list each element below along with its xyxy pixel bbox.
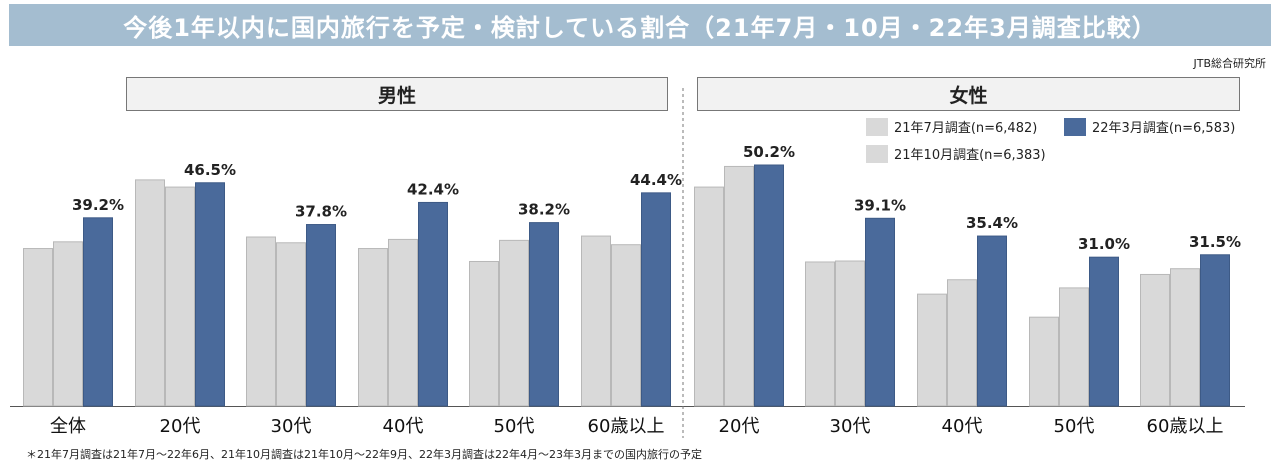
bar-jul21-0	[23, 248, 53, 407]
bar-mar22-2	[306, 224, 336, 407]
bar-mar22-9	[1089, 256, 1119, 407]
legend-item-mar22: 22年3月調査(n=6,583)	[1064, 117, 1235, 136]
category-label-1: 20代	[160, 416, 201, 437]
legend-label-oct21: 21年10月調査(n=6,383)	[894, 148, 1046, 163]
male-panel-label: 男性	[126, 77, 668, 111]
category-label-7: 30代	[830, 416, 871, 437]
bar-oct21-3	[388, 238, 418, 407]
chart-title: 今後1年以内に国内旅行を予定・検討している割合（21年7月・10月・22年3月調…	[123, 13, 1157, 42]
legend-item-oct21: 21年10月調査(n=6,383)	[866, 144, 1046, 163]
bar-mar22-4	[529, 222, 559, 407]
value-label-0: 39.2%	[72, 196, 124, 214]
value-label-8: 35.4%	[966, 214, 1018, 232]
bar-mar22-8	[977, 235, 1007, 407]
bar-mar22-3	[418, 201, 448, 407]
bar-jul21-5	[581, 235, 611, 407]
bar-mar22-5	[641, 192, 671, 407]
bar-oct21-0	[53, 241, 83, 407]
category-label-4: 50代	[494, 416, 535, 437]
bar-mar22-0	[83, 217, 113, 407]
bar-oct21-1	[165, 186, 195, 407]
value-label-6: 50.2%	[743, 143, 795, 161]
legend-swatch-oct21	[866, 144, 888, 163]
bar-jul21-6	[694, 186, 724, 407]
legend-label-jul21: 21年7月調査(n=6,482)	[894, 121, 1038, 136]
value-label-9: 31.0%	[1078, 235, 1130, 253]
bar-oct21-10	[1170, 268, 1200, 407]
category-label-2: 30代	[271, 416, 312, 437]
legend-label-mar22: 22年3月調査(n=6,583)	[1092, 121, 1236, 136]
bar-oct21-2	[276, 242, 306, 407]
bar-jul21-7	[805, 261, 835, 407]
value-label-4: 38.2%	[518, 201, 570, 219]
value-label-10: 31.5%	[1189, 233, 1241, 251]
bar-jul21-4	[469, 260, 499, 407]
bar-oct21-5	[611, 244, 641, 407]
bar-mar22-7	[865, 217, 895, 407]
bar-jul21-9	[1029, 316, 1059, 407]
value-label-7: 39.1%	[854, 196, 906, 214]
category-label-9: 50代	[1054, 416, 1095, 437]
category-label-5: 60歳以上	[588, 416, 665, 437]
category-label-6: 20代	[719, 416, 760, 437]
value-label-2: 37.8%	[295, 203, 347, 221]
bar-mar22-6	[754, 164, 784, 407]
female-panel-label: 女性	[697, 77, 1240, 111]
bar-oct21-4	[499, 239, 529, 407]
value-label-3: 42.4%	[407, 180, 459, 198]
legend-item-jul21: 21年7月調査(n=6,482)	[866, 117, 1037, 136]
bar-oct21-6	[724, 165, 754, 407]
value-label-5: 44.4%	[630, 171, 682, 189]
legend-swatch-jul21	[866, 117, 888, 136]
category-label-3: 40代	[383, 416, 424, 437]
bar-oct21-8	[947, 279, 977, 407]
category-label-0: 全体	[50, 416, 86, 437]
category-label-8: 40代	[942, 416, 983, 437]
category-label-10: 60歳以上	[1147, 416, 1224, 437]
source-label: JTB総合研究所	[1193, 57, 1266, 70]
bar-jul21-2	[246, 236, 276, 407]
bar-oct21-9	[1059, 287, 1089, 407]
title-bar: 今後1年以内に国内旅行を予定・検討している割合（21年7月・10月・22年3月調…	[9, 4, 1271, 46]
bar-jul21-8	[917, 293, 947, 407]
value-label-1: 46.5%	[184, 161, 236, 179]
bar-oct21-7	[835, 260, 865, 407]
bar-mar22-10	[1200, 254, 1230, 407]
legend-swatch-mar22	[1064, 117, 1086, 136]
bar-jul21-1	[135, 179, 165, 407]
bar-jul21-3	[358, 248, 388, 407]
bar-mar22-1	[195, 182, 225, 407]
footnote: ＊21年7月調査は21年7月～22年6月、21年10月調査は21年10月～22年…	[26, 448, 702, 461]
bar-jul21-10	[1140, 273, 1170, 407]
